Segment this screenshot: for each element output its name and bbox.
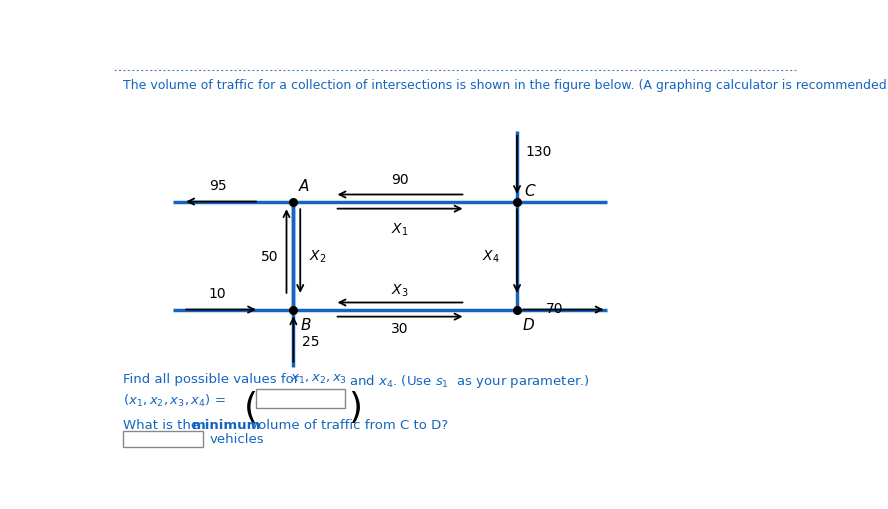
Text: 10: 10 <box>209 286 226 300</box>
Text: (: ( <box>244 390 258 424</box>
Text: 25: 25 <box>302 334 319 348</box>
Text: and $x_4$. (Use $s_1$  as your parameter.): and $x_4$. (Use $s_1$ as your parameter.… <box>345 373 590 389</box>
Text: $(x_1, x_2, x_3, x_4)$ =: $(x_1, x_2, x_3, x_4)$ = <box>123 392 226 408</box>
Text: D: D <box>522 317 535 332</box>
Text: Find all possible values for: Find all possible values for <box>123 373 304 386</box>
Text: 50: 50 <box>261 249 278 263</box>
Text: B: B <box>300 317 311 332</box>
Text: $\mathit{X}_2$: $\mathit{X}_2$ <box>308 248 326 264</box>
Text: 95: 95 <box>209 178 226 192</box>
Text: $x_1, x_2, x_3$: $x_1, x_2, x_3$ <box>289 373 347 386</box>
Text: $\mathit{X}_4$: $\mathit{X}_4$ <box>482 248 500 264</box>
Text: C: C <box>524 183 535 198</box>
Bar <box>256 389 345 408</box>
Text: What is the: What is the <box>123 418 203 432</box>
Text: 70: 70 <box>546 301 564 315</box>
Bar <box>123 432 202 447</box>
Text: minimum: minimum <box>192 418 262 432</box>
Text: The volume of traffic for a collection of intersections is shown in the figure b: The volume of traffic for a collection o… <box>123 79 888 92</box>
Text: 130: 130 <box>526 144 551 158</box>
Text: A: A <box>299 179 309 193</box>
Text: volume of traffic from C to D?: volume of traffic from C to D? <box>246 418 448 432</box>
Text: ): ) <box>348 390 362 424</box>
Text: vehicles: vehicles <box>210 432 264 445</box>
Text: 30: 30 <box>392 322 408 336</box>
Text: 90: 90 <box>392 173 408 186</box>
Text: $\mathit{X}_1$: $\mathit{X}_1$ <box>392 221 408 237</box>
Text: $\mathit{X}_3$: $\mathit{X}_3$ <box>392 282 408 298</box>
